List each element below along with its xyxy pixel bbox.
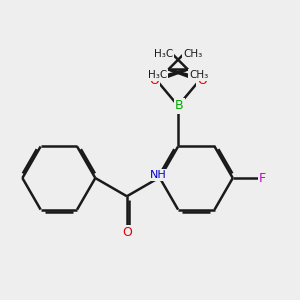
Text: O: O: [149, 74, 159, 87]
Text: O: O: [197, 74, 207, 87]
Text: B: B: [175, 99, 184, 112]
Text: CH₃: CH₃: [189, 70, 208, 80]
Text: F: F: [259, 172, 266, 184]
Text: NH: NH: [150, 170, 167, 180]
Text: CH₃: CH₃: [183, 50, 203, 59]
Text: O: O: [122, 226, 132, 239]
Text: H₃C: H₃C: [148, 70, 167, 80]
Text: H₃C: H₃C: [154, 50, 173, 59]
